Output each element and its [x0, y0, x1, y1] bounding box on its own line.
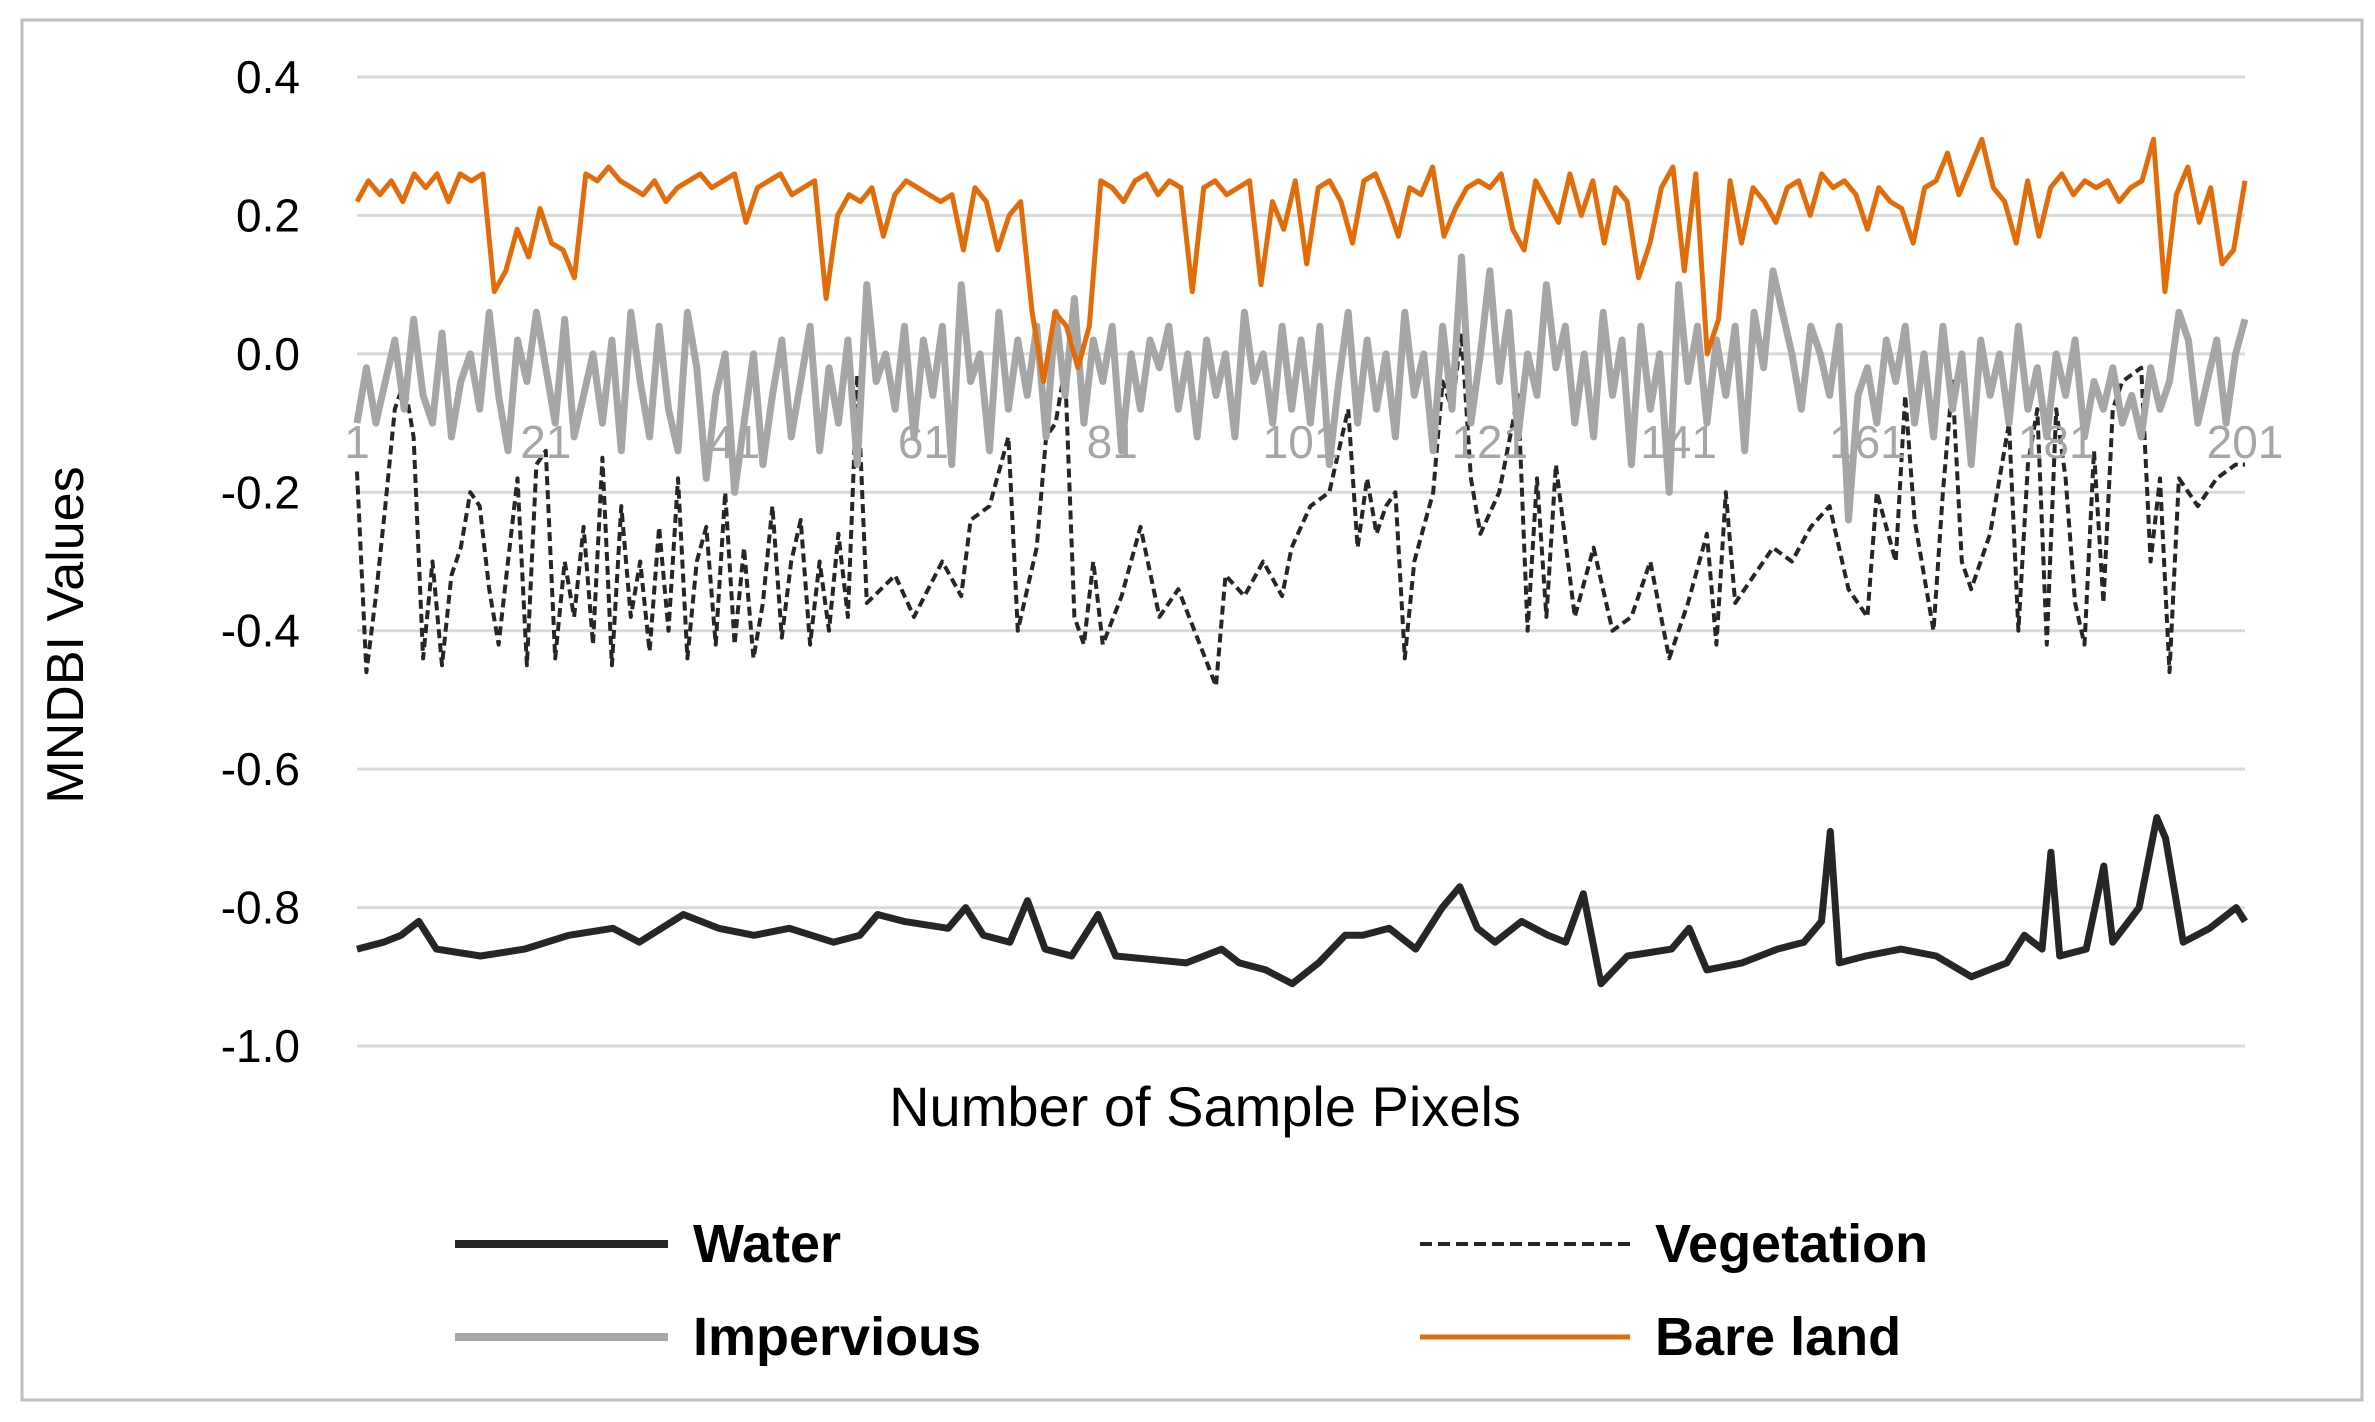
- y-tick-label: -0.8: [221, 882, 300, 934]
- x-tick-label: 161: [1829, 416, 1906, 468]
- x-tick-label: 21: [520, 416, 571, 468]
- legend-item-vegetation: Vegetation: [1420, 1214, 1928, 1274]
- x-tick-label: 181: [2018, 416, 2095, 468]
- legend-item-water: Water: [455, 1214, 841, 1274]
- y-axis-tick-labels: 0.4 0.2 0.0 -0.2 -0.4 -0.6 -0.8 -1.0: [221, 51, 300, 1072]
- y-tick-label: -0.4: [221, 605, 300, 657]
- x-axis-tick-labels: 1 21 41 61 81 101 121 141 161 181 201: [344, 416, 2283, 468]
- x-tick-label: 1: [344, 416, 370, 468]
- legend-label-vegetation: Vegetation: [1655, 1214, 1928, 1274]
- y-tick-label: -0.2: [221, 466, 300, 518]
- x-axis-title: Number of Sample Pixels: [889, 1075, 1521, 1138]
- y-tick-label: -0.6: [221, 743, 300, 795]
- chart-frame: [20, 18, 2364, 1402]
- series-line-impervious: [353, 253, 2249, 524]
- x-tick-label: 61: [898, 416, 949, 468]
- series-line-vegetation: [355, 331, 2245, 689]
- legend-item-impervious: Impervious: [455, 1307, 981, 1367]
- x-tick-label: 101: [1263, 416, 1340, 468]
- y-axis-title: MNDBI Values: [37, 466, 95, 803]
- y-tick-label: -1.0: [221, 1020, 300, 1072]
- legend-label-bare-land: Bare land: [1655, 1307, 1901, 1367]
- y-tick-label: 0.0: [236, 328, 300, 380]
- gridlines: [357, 75, 2245, 1048]
- x-tick-label: 41: [709, 416, 760, 468]
- legend-label-water: Water: [693, 1214, 841, 1274]
- legend-item-bare-land: Bare land: [1420, 1307, 1901, 1367]
- legend: Water Vegetation Impervious Bare land: [455, 1214, 1928, 1367]
- series-layer: [353, 136, 2249, 988]
- legend-label-impervious: Impervious: [693, 1307, 981, 1367]
- series-line-water: [356, 814, 2248, 988]
- x-tick-label: 201: [2207, 416, 2284, 468]
- y-tick-label: 0.2: [236, 189, 300, 241]
- x-tick-label: 141: [1640, 416, 1717, 468]
- series-line-bare-land: [354, 136, 2248, 384]
- x-tick-label: 81: [1087, 416, 1138, 468]
- x-tick-label: 121: [1451, 416, 1528, 468]
- y-tick-label: 0.4: [236, 51, 300, 103]
